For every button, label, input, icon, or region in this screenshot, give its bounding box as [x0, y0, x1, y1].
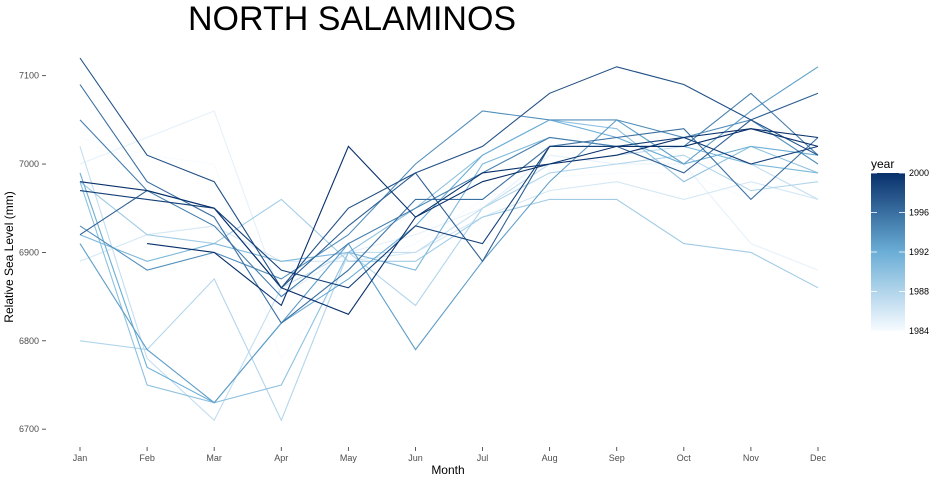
x-tick-label-Feb: Feb [139, 453, 155, 463]
y-tick-label-6800: 6800 [19, 336, 39, 346]
y-tick-label-6900: 6900 [19, 247, 39, 257]
x-tick-label-May: May [340, 453, 358, 463]
series-line-1999-15 [79, 136, 819, 289]
legend-label-1996: 1996 [909, 208, 929, 218]
x-axis: Jan Feb Mar Apr May Jun Jul Aug Sep Oct Nov Dec [73, 447, 827, 463]
x-axis-title: Month [431, 463, 464, 477]
chart-title: NORTH SALAMINOS [188, 0, 516, 38]
x-tick-label-Nov: Nov [743, 453, 760, 463]
x-tick-label-Sep: Sep [609, 453, 625, 463]
legend-title: year [871, 157, 894, 171]
legend-label-1984: 1984 [909, 326, 929, 336]
legend: year 1984 1988 1992 1996 2000 [871, 157, 929, 336]
x-tick-label-Apr: Apr [274, 453, 288, 463]
series-line-1984-0 [79, 136, 819, 360]
legend-label-2000: 2000 [909, 168, 929, 178]
y-tick-label-6700: 6700 [19, 424, 39, 434]
x-tick-label-Mar: Mar [206, 453, 222, 463]
y-tick-label-7100: 7100 [19, 71, 39, 81]
x-tick-label-Jun: Jun [408, 453, 423, 463]
legend-label-1992: 1992 [909, 247, 929, 257]
y-axis-title: Relative Sea Level (mm) [2, 191, 16, 322]
x-tick-label-Dec: Dec [810, 453, 827, 463]
series-line-1998-14 [79, 57, 819, 289]
legend-label-1988: 1988 [909, 287, 929, 297]
x-tick-label-Aug: Aug [542, 453, 558, 463]
plot-area [79, 57, 819, 422]
series-line-1985-1 [79, 110, 819, 298]
x-tick-label-Jan: Jan [73, 453, 88, 463]
series-line-1992-8 [79, 119, 819, 404]
series-line-2000-17 [147, 128, 819, 307]
x-tick-label-Jul: Jul [477, 453, 489, 463]
series-line-2000-16 [79, 128, 819, 315]
series-line-1995-11 [79, 92, 819, 298]
y-tick-label-7000: 7000 [19, 159, 39, 169]
series-line-1990-6 [79, 119, 819, 404]
series-line-1994-10 [79, 110, 819, 280]
series-line-1987-3 [79, 145, 819, 422]
x-tick-label-Oct: Oct [677, 453, 692, 463]
y-axis: 6700 6800 6900 7000 7100 [19, 71, 46, 434]
series-line-1989-5 [79, 181, 819, 289]
series-line-1993-9 [79, 66, 819, 404]
